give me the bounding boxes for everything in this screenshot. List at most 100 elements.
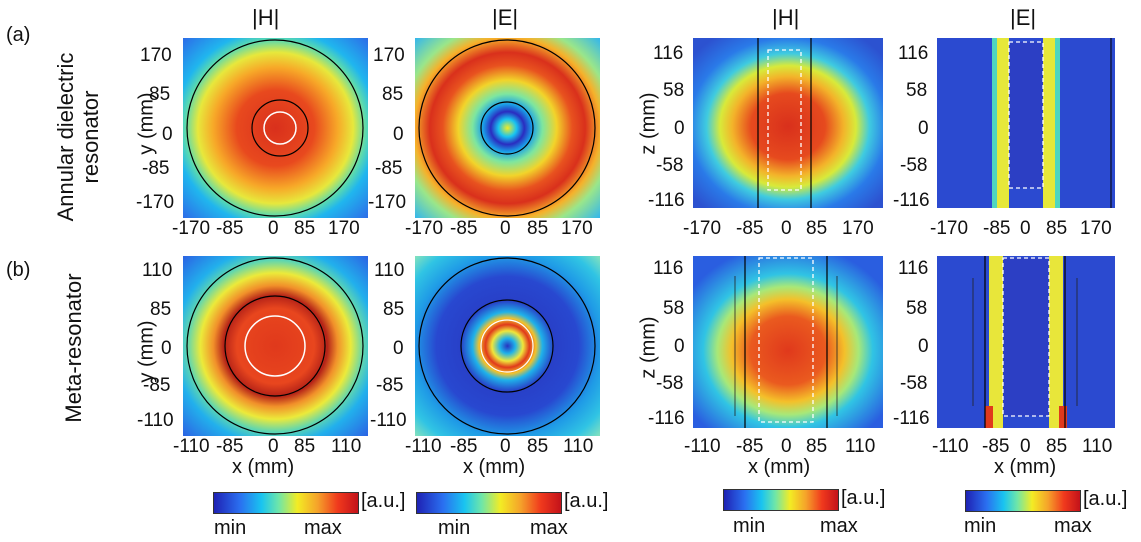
resonator-outline <box>1008 41 1044 189</box>
a1-ytick: 170 <box>140 45 172 66</box>
b2-ytick: 85 <box>383 299 405 320</box>
b3-xtick: 110 <box>845 436 876 457</box>
a2-xtick: 0 <box>500 218 511 239</box>
a3-xtick: -170 <box>683 218 722 239</box>
a1-xtick: -170 <box>172 218 211 239</box>
colorbar-4 <box>965 490 1081 512</box>
a3-xtick: 85 <box>806 218 828 239</box>
a4-xtick: 0 <box>1020 218 1031 239</box>
colorbar-1-max: max <box>304 517 342 539</box>
b4-xtick: -85 <box>982 436 1010 457</box>
a3-ztick: 0 <box>674 118 685 139</box>
a2-ytick: 85 <box>382 84 404 105</box>
colorbar-1-min: min <box>214 517 247 539</box>
b2-ytick: 110 <box>374 260 405 281</box>
resonator-outer-circle <box>460 299 554 393</box>
colorbar-4-unit: [a.u.] <box>1083 488 1128 510</box>
a4-ztick: -116 <box>893 190 930 211</box>
field-map-b-e-xy-background <box>415 256 600 436</box>
b3-ztick: 0 <box>674 336 685 357</box>
a4-xtick: 170 <box>1080 218 1112 239</box>
a2-xtick: 170 <box>561 218 593 239</box>
a3-ztick: 116 <box>653 43 684 64</box>
a1-xtick: -85 <box>216 218 244 239</box>
b1-xtick: -110 <box>173 436 210 457</box>
b2-xtick: -110 <box>405 436 442 457</box>
a1-xtick: 0 <box>268 218 279 239</box>
a4-xtick: -85 <box>983 218 1011 239</box>
a3-xtick: 0 <box>781 218 792 239</box>
row-title-a-line2: resonator <box>78 90 103 184</box>
resonator-outer-circle <box>251 99 309 157</box>
col-title-h-xy: |H| <box>252 5 280 30</box>
a2-xtick: -170 <box>405 218 444 239</box>
b2-ytick: -85 <box>376 375 404 396</box>
a1-ytick: 0 <box>162 124 173 145</box>
colorbar-4-max: max <box>1054 515 1092 537</box>
a2-ytick: -85 <box>375 158 403 179</box>
a4-xtick: -170 <box>930 218 969 239</box>
field-map-b-e-xz <box>937 256 1115 428</box>
a2-ytick: 0 <box>393 124 404 145</box>
b3-ztick: 116 <box>653 258 684 279</box>
a1-ytick: -170 <box>136 192 175 213</box>
field-edge-left <box>992 38 997 208</box>
colorbar-1 <box>213 492 359 514</box>
b4-xtick: 85 <box>1046 436 1068 457</box>
field-hotspot-left <box>989 256 1003 428</box>
b2-xlabel: x (mm) <box>463 456 526 478</box>
field-map-b-e-xy <box>415 256 600 436</box>
b2-ytick: 0 <box>393 338 404 359</box>
panel-label-a: (a) <box>6 24 31 46</box>
b4-ztick: 116 <box>898 258 929 279</box>
b3-xtick: 85 <box>806 436 828 457</box>
b4-ztick: -116 <box>893 408 930 429</box>
a3-ztick: -58 <box>656 155 684 176</box>
field-map-b-h-xz <box>693 256 883 428</box>
b3-xtick: -110 <box>684 436 721 457</box>
row-title-a-line1: Annular dielectric <box>53 52 78 222</box>
outer-boundary-circle <box>418 257 596 435</box>
a4-ztick: 0 <box>918 118 929 139</box>
field-map-b-h-xy-background <box>183 256 368 436</box>
row-title-b: Meta-resonator <box>61 273 86 423</box>
panel-label-b: (b) <box>6 259 31 281</box>
b2-xtick: -85 <box>450 436 478 457</box>
b1-ytick: -110 <box>137 410 174 431</box>
field-map-b-h-xy <box>183 256 368 436</box>
colorbar-2-min: min <box>438 517 471 539</box>
b1-xtick: 110 <box>331 436 362 457</box>
a2-xtick: -85 <box>450 218 478 239</box>
b3-xlabel: x (mm) <box>748 456 811 478</box>
a3-xtick: 170 <box>842 218 874 239</box>
field-map-a-e-xy-background <box>415 38 600 218</box>
a1-ylabel: y (mm) <box>135 92 158 155</box>
a4-ztick: -58 <box>900 155 928 176</box>
colorbar-3-max: max <box>820 515 858 537</box>
b3-xtick: 0 <box>781 436 792 457</box>
outer-boundary-circle <box>186 39 364 217</box>
a1-xtick: 170 <box>328 218 360 239</box>
b4-ztick: 58 <box>906 298 928 319</box>
b1-ytick: 110 <box>142 260 173 281</box>
b1-xtick: 0 <box>268 436 279 457</box>
a2-ytick: -170 <box>368 192 407 213</box>
resonator-outer-circle <box>480 101 534 155</box>
colorbar-3-min: min <box>733 515 766 537</box>
field-hotspot-right <box>1049 256 1063 428</box>
colorbar-3-unit: [a.u.] <box>841 487 886 509</box>
a1-xtick: 85 <box>294 218 316 239</box>
b3-ztick: -58 <box>656 373 684 394</box>
colorbar-4-min: min <box>964 515 997 537</box>
field-map-b-h-xz-background <box>693 256 883 428</box>
resonator-inner-circle <box>244 315 306 377</box>
field-map-a-e-xz <box>937 38 1115 208</box>
resonator-inner-circle <box>263 111 297 145</box>
col-title-e-xy: |E| <box>492 5 519 30</box>
a1-ytick: 85 <box>149 84 171 105</box>
field-edge-right <box>1055 38 1060 208</box>
b4-xtick: 0 <box>1020 436 1031 457</box>
b4-xtick: -110 <box>932 436 969 457</box>
b2-ytick: -110 <box>370 410 407 431</box>
b1-ylabel: y (mm) <box>135 320 158 383</box>
